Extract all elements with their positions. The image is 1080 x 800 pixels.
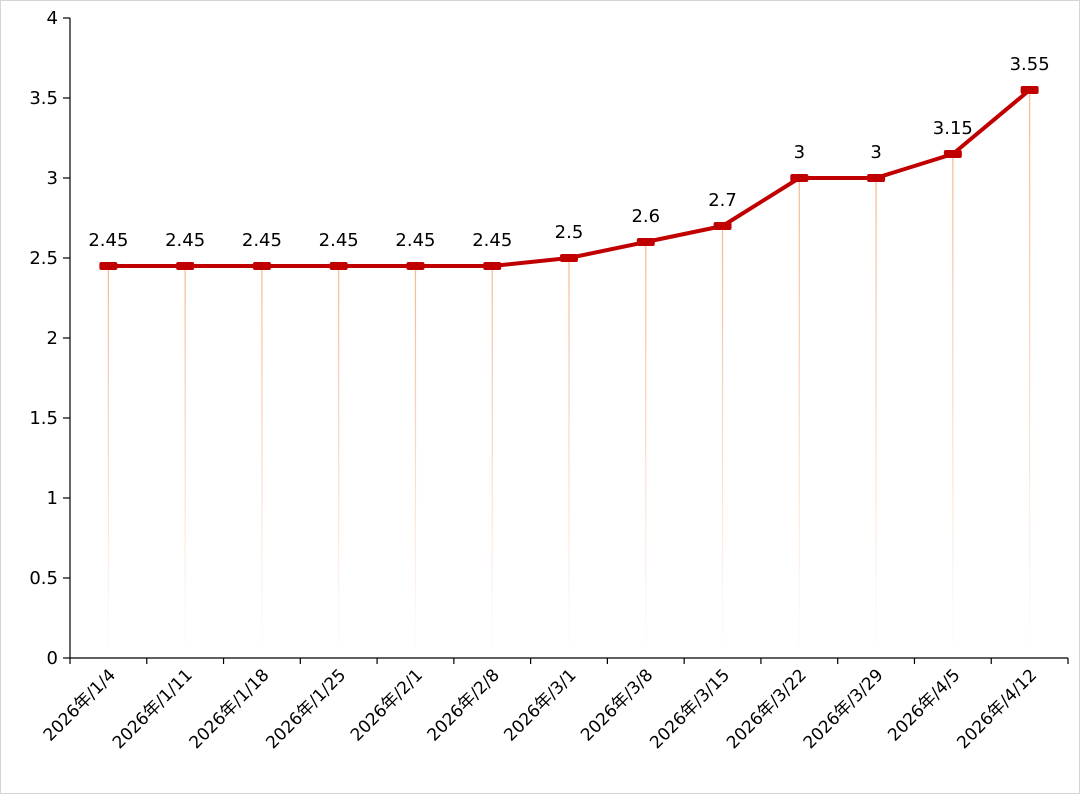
drop-line [184,266,186,657]
data-label: 2.7 [708,190,737,211]
y-tick-label: 1.5 [29,408,58,429]
x-tick-label: 2026年/3/1 [500,665,580,745]
x-tick-label: 2026年/1/18 [186,665,274,753]
y-tick-label: 3 [47,168,58,189]
data-point [1020,86,1039,94]
data-label: 2.5 [555,222,584,243]
data-point [406,262,425,270]
drop-line [875,178,877,657]
y-tick-label: 2.5 [29,248,58,269]
data-point [99,262,118,270]
x-tick-label: 2026年/4/12 [953,665,1041,753]
data-point [713,222,732,230]
data-label: 3.55 [1010,54,1050,75]
y-tick-label: 1 [47,488,58,509]
data-label: 2.45 [88,230,128,251]
data-point [560,254,578,262]
data-label: 2.45 [242,230,282,251]
data-label: 2.6 [631,206,660,227]
x-tick-label: 2026年/1/11 [109,665,197,753]
x-tick-label: 2026年/3/15 [646,665,734,753]
data-label: 2.45 [395,230,435,251]
drop-line [721,226,724,657]
drop-line [261,266,263,657]
drop-line [107,266,109,657]
data-point [790,174,809,182]
data-label: 2.45 [472,230,512,251]
drop-line [1029,90,1031,657]
data-label: 3 [870,142,881,163]
x-tick-label: 2026年/1/4 [40,665,120,745]
y-tick-label: 4 [47,8,58,29]
drop-line [338,266,340,657]
x-tick-label: 2026年/2/8 [424,665,504,745]
data-point [176,262,195,270]
x-tick-label: 2026年/1/25 [262,665,350,753]
y-tick-label: 0.5 [29,568,58,589]
x-tick-label: 2026年/4/5 [884,665,964,745]
x-tick-label: 2026年/3/22 [723,665,811,753]
x-tick-label: 2026年/2/1 [347,665,427,745]
data-point [483,262,502,270]
data-point [252,262,271,270]
data-point [943,150,962,158]
y-tick-label: 0 [47,648,58,669]
x-tick-label: 2026年/3/8 [577,665,657,745]
x-tick-label: 2026年/3/29 [800,665,888,753]
data-label: 2.45 [319,230,359,251]
drop-line [645,242,647,657]
data-labels: 2.45 2.45 2.45 2.45 2.45 2.45 2.5 2.6 2.7 3 3 3.15 3… [88,54,1049,251]
drop-line [798,178,800,657]
y-tick-label: 3.5 [29,88,58,109]
drop-lines [107,90,1031,657]
data-point [867,174,886,182]
data-point [636,238,655,246]
drop-line [414,266,417,657]
drop-line [491,266,493,657]
drop-line [952,154,954,657]
data-label: 3.15 [933,118,973,139]
data-point [329,262,348,270]
y-tick-label: 2 [47,328,58,349]
data-label: 2.45 [165,230,205,251]
series-group [99,86,1039,270]
drop-line [568,258,570,657]
data-label: 3 [794,142,805,163]
